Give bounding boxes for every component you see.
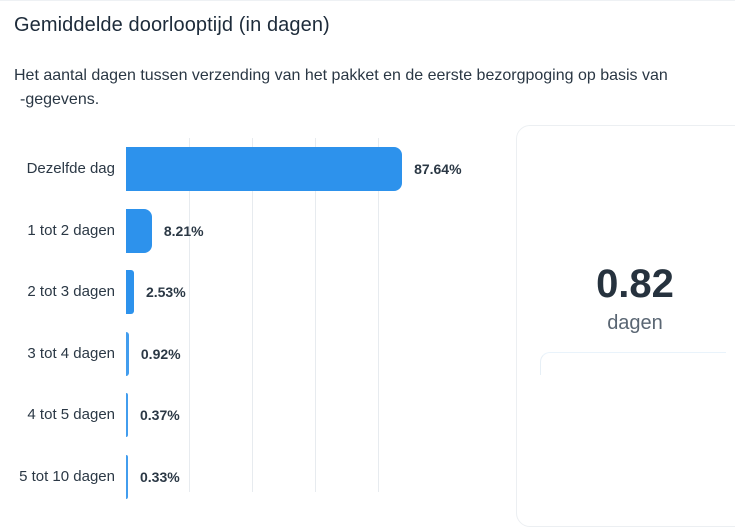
subtitle-line-2: -gegevens. — [20, 91, 100, 108]
category-label: 2 tot 3 dagen — [27, 283, 115, 300]
chart-row: 5 tot 10 dagen 0.33% — [0, 454, 515, 499]
category-label: 3 tot 4 dagen — [27, 344, 115, 362]
bar-value-label: 0.37% — [140, 407, 180, 423]
chart-row: 2 tot 3 dagen 2.53% — [0, 270, 515, 314]
bar — [126, 331, 129, 376]
average-days-value: 0.82 — [596, 262, 674, 306]
chart-gridline — [315, 138, 316, 492]
bar-value-label: 2.53% — [145, 284, 186, 300]
summary-card — [516, 125, 735, 527]
bar — [126, 393, 128, 437]
distribution-bar-chart: Dezelfde dag 87.64% 1 tot 2 dagen 8.21% 2 to… — [0, 126, 515, 499]
chart-row: 4 tot 5 dagen 0.37% — [0, 393, 515, 437]
bar-value-label: 0.92% — [140, 345, 181, 362]
summary-card-inner-panel — [540, 352, 726, 375]
bar — [126, 147, 403, 191]
chart-row: 3 tot 4 dagen 0.92% — [0, 331, 515, 376]
subtitle-line-1: Het aantal dagen tussen verzending van h… — [14, 67, 668, 84]
bar-value-label: 87.64% — [414, 161, 462, 177]
category-label: Dezelfde dag — [26, 160, 115, 177]
chart-gridline — [378, 138, 379, 492]
bar-value-label: 8.21% — [163, 222, 204, 239]
chart-gridline — [252, 138, 253, 492]
chart-row: Dezelfde dag 87.64% — [0, 147, 515, 191]
bar — [126, 270, 134, 314]
chart-row: 1 tot 2 dagen 8.21% — [0, 208, 515, 253]
top-divider — [0, 0, 735, 1]
bar — [126, 208, 152, 253]
category-label: 4 tot 5 dagen — [27, 406, 115, 423]
category-label: 5 tot 10 dagen — [19, 467, 115, 485]
page-subtitle: Het aantal dagen tussen verzending van h… — [14, 64, 704, 112]
bar-value-label: 0.33% — [140, 468, 180, 485]
page-title: Gemiddelde doorlooptijd (in dagen) — [14, 14, 330, 36]
chart-gridline — [189, 138, 190, 492]
average-days-unit: dagen — [607, 312, 663, 334]
category-label: 1 tot 2 dagen — [27, 221, 115, 239]
bar — [126, 454, 128, 499]
